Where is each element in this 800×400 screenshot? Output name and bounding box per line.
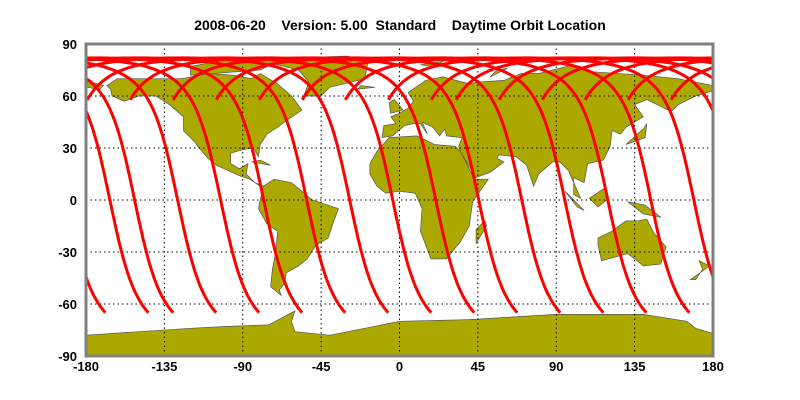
y-tick-label: 60 — [63, 89, 77, 104]
x-tick-labels: -180 -135 -90 -45 0 45 90 135 180 — [73, 359, 724, 374]
x-tick-label: 90 — [549, 359, 563, 374]
y-tick-label: 0 — [70, 193, 77, 208]
x-tick-label: 180 — [702, 359, 724, 374]
land-iceland — [356, 85, 376, 90]
y-tick-label: 90 — [63, 37, 77, 52]
y-tick-labels: 90 60 30 0 -30 -60 -90 — [58, 37, 77, 364]
x-tick-label: -135 — [151, 359, 177, 374]
land-britain — [388, 99, 404, 114]
orbit-track — [86, 107, 150, 314]
orbit-track — [0, 58, 19, 313]
land-new-zealand — [689, 259, 711, 281]
x-tick-label: 135 — [624, 359, 646, 374]
land-new-guinea — [627, 201, 662, 218]
y-tick-label: -60 — [58, 297, 77, 312]
x-tick-label: 0 — [396, 359, 403, 374]
plot-title: 2008-06-20 Version: 5.00 Standard Daytim… — [194, 17, 606, 33]
y-tick-label: -30 — [58, 245, 77, 260]
x-tick-label: -180 — [73, 359, 99, 374]
plot-frame — [84, 42, 715, 358]
y-tick-label: -90 — [58, 349, 77, 364]
orbit-track — [430, 56, 713, 115]
orbit-track — [86, 57, 261, 314]
orbit-track — [86, 61, 218, 314]
orbit-track — [0, 58, 62, 313]
orbit-tracks — [0, 56, 800, 314]
x-tick-label: -90 — [233, 359, 252, 374]
orbit-track — [86, 76, 175, 314]
orbit-track — [712, 98, 713, 100]
land-borneo — [588, 187, 608, 208]
x-tick-label: -45 — [312, 359, 331, 374]
x-tick-label: 45 — [471, 359, 485, 374]
land-sumatra — [564, 191, 585, 211]
y-tick-label: 30 — [63, 141, 77, 156]
orbit-track — [757, 58, 800, 313]
